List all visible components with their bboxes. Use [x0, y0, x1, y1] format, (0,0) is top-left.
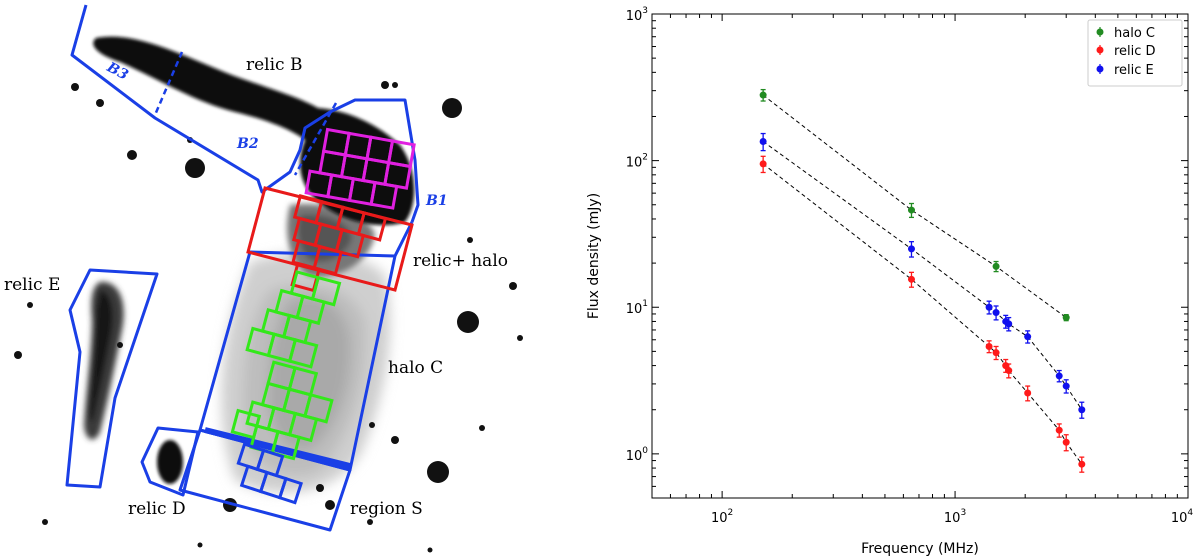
relic-b-emission [93, 36, 415, 226]
region-halo-c-bottom-thick [204, 427, 351, 469]
legend-marker-relic-e [1096, 65, 1104, 73]
data-point-relic-d [992, 349, 1000, 357]
legend: halo C relic D relic E [1087, 19, 1183, 87]
axis-ticks [651, 13, 1189, 499]
label-relic-e: relic E [4, 275, 60, 295]
label-relic-d: relic D [128, 499, 186, 519]
x-tick-label: 102 [711, 508, 733, 526]
blue-beam-grid [236, 442, 304, 505]
plot-frame [651, 13, 1189, 499]
data-point-relic-d [1078, 460, 1086, 468]
legend-entry-halo-c: halo C [1096, 26, 1155, 41]
data-point-relic-d [1005, 367, 1013, 375]
data-point-relic-e [992, 309, 1000, 317]
data-point-relic-e [985, 303, 993, 311]
x-tick-label: 104 [1171, 508, 1194, 526]
y-tick-label: 103 [626, 6, 648, 24]
data-point-halo-c [992, 262, 1000, 270]
data-point-relic-d [985, 342, 993, 350]
data-point-relic-e [1055, 372, 1063, 380]
y-tick-label: 100 [626, 446, 649, 464]
region-relic-e [65, 268, 159, 489]
y-axis-label: Flux density (mJy) [586, 193, 602, 319]
data-point-relic-e [1062, 382, 1070, 390]
data-point-relic-e [1024, 333, 1032, 341]
data-point-relic-d [907, 275, 915, 283]
green-beam-grid [230, 270, 342, 461]
legend-label-relic-d: relic D [1114, 44, 1156, 59]
data-point-relic-d [1062, 438, 1070, 446]
data-point-halo-c [759, 91, 767, 99]
fit-line-halo-c [762, 94, 1067, 319]
legend-marker-relic-d [1096, 46, 1104, 54]
label-relic-b: relic B [246, 55, 302, 75]
data-point-relic-d [1055, 426, 1063, 434]
label-halo-c: halo C [388, 358, 443, 378]
y-tick-label: 101 [626, 299, 648, 317]
x-tick-labels: 102 103 104 [711, 508, 1193, 526]
data-point-relic-e [907, 245, 915, 253]
legend-entry-relic-d: relic D [1096, 44, 1156, 59]
region-relic-d [140, 426, 200, 497]
label-region-s: region S [350, 499, 423, 519]
data-marks [759, 88, 1086, 473]
x-axis-label: Frequency (MHz) [861, 541, 979, 557]
data-point-halo-c [907, 206, 915, 214]
data-point-relic-e [759, 138, 767, 146]
data-point-relic-d [759, 160, 767, 168]
data-point-relic-e [1005, 320, 1013, 328]
point-sources [14, 81, 523, 553]
red-beam-grid [290, 194, 388, 293]
magenta-beam-grid [304, 127, 416, 210]
label-b1: B1 [425, 193, 448, 209]
x-tick-label: 103 [944, 508, 966, 526]
legend-label-relic-e: relic E [1114, 63, 1154, 78]
spectrum-chart: 102 103 104 100 101 102 103 Frequency (M… [586, 6, 1193, 557]
label-relic-halo: relic+ halo [413, 251, 508, 271]
data-point-relic-e [1078, 406, 1086, 414]
y-tick-labels: 100 101 102 103 [626, 6, 649, 464]
radio-image-panel: relic B relic E relic D halo C relic+ ha… [4, 4, 523, 553]
relic-b-subregion-dividers [153, 51, 338, 176]
data-point-relic-d [1024, 389, 1032, 397]
label-b2: B2 [236, 136, 259, 152]
region-relic-halo-side [393, 221, 414, 257]
legend-entry-relic-e: relic E [1096, 63, 1154, 78]
relic-d-emission [157, 440, 183, 484]
legend-box [1087, 19, 1183, 87]
legend-marker-halo-c [1096, 28, 1104, 36]
data-point-halo-c [1062, 314, 1070, 322]
relic-e-emission [84, 281, 124, 440]
y-tick-label: 102 [626, 153, 648, 171]
legend-label-halo-c: halo C [1114, 26, 1155, 41]
